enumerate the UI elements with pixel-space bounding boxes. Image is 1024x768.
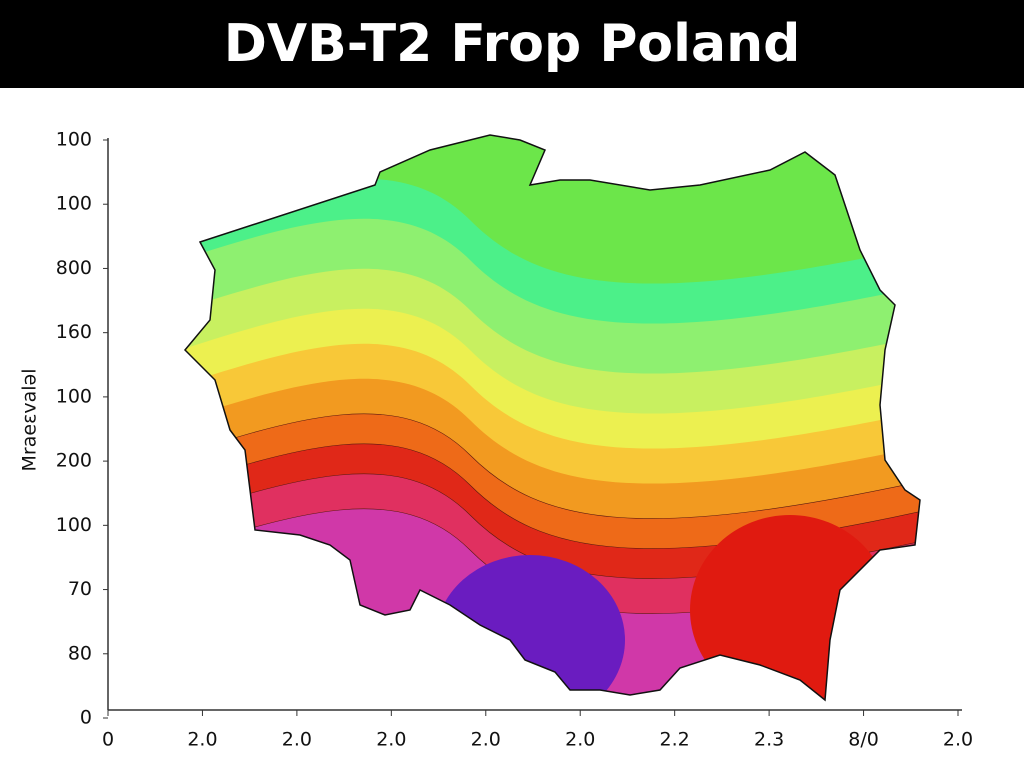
y-tick-label: 80: [68, 642, 92, 664]
y-tick-label: 100: [56, 129, 92, 151]
x-tick-label: 2.0: [565, 729, 595, 751]
x-tick-label: 2.0: [187, 729, 217, 751]
band: [435, 555, 625, 700]
x-tick-label: 0: [102, 729, 114, 751]
y-tick-label: 100: [56, 514, 92, 536]
title-bar: DVB-T2 Frop Poland: [0, 0, 1024, 88]
y-tick-label: 100: [56, 193, 92, 215]
title: DVB-T2 Frop Poland: [223, 14, 801, 74]
y-tick-label: 70: [68, 578, 92, 600]
border: [183, 134, 921, 702]
x-tick-label: 8/0: [848, 729, 879, 751]
y-axis-label: Mraeɛvaləl: [19, 369, 41, 472]
x-tick-label: 2.0: [376, 729, 406, 751]
y-tick-label: 0: [80, 707, 92, 729]
x-tick-label: 2.3: [754, 729, 784, 751]
y-tick-label: 800: [56, 257, 92, 279]
contour-bands: [185, 135, 920, 700]
x-tick-label: 2.0: [282, 729, 312, 751]
x-tick-label: 2.0: [943, 729, 973, 751]
y-tick-label: 160: [56, 321, 92, 343]
x-tick-label: 2.2: [660, 729, 690, 751]
x-tick-label: 2.0: [471, 729, 501, 751]
y-tick-label: 200: [56, 450, 92, 472]
y-tick-label: 100: [56, 385, 92, 407]
